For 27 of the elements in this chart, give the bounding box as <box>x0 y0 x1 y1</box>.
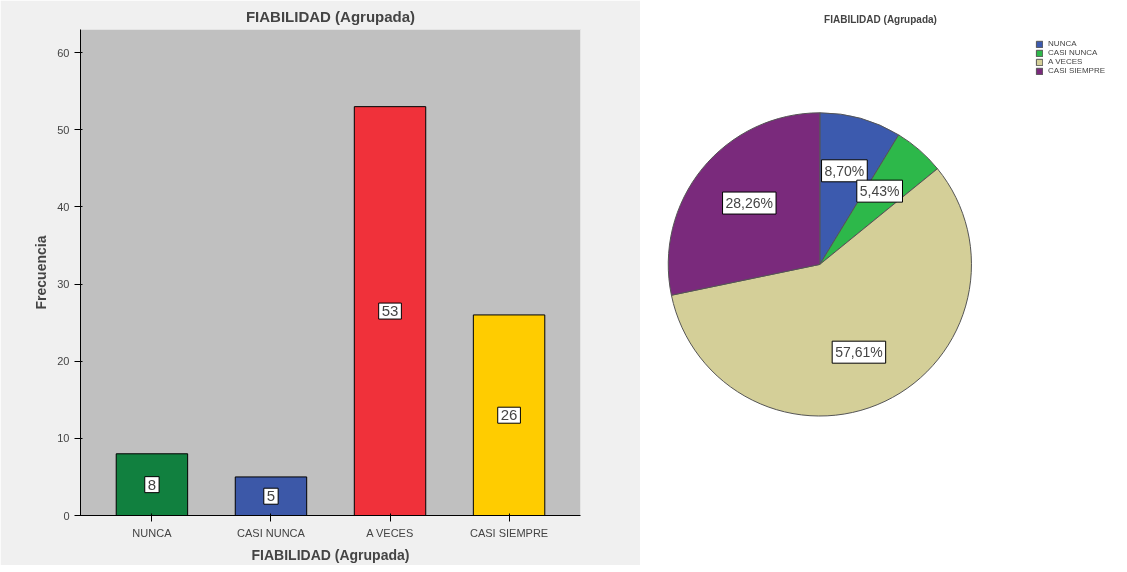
data-label: 53 <box>381 302 399 320</box>
data-label: 8 <box>147 475 157 493</box>
data-label: 28,26% <box>725 195 774 212</box>
legend-label: CASI SIEMPRE <box>1048 66 1105 75</box>
legend-label: NUNCA <box>1048 39 1077 48</box>
y-tick-label: 40 <box>57 200 70 213</box>
data-label: 5,43% <box>859 183 900 200</box>
y-tick-label: 0 <box>63 509 70 522</box>
y-tick-label: 10 <box>57 432 70 445</box>
y-tick-label: 50 <box>57 123 70 136</box>
y-tick-label: 20 <box>57 355 70 368</box>
data-label: 26 <box>500 406 518 424</box>
legend-label: CASI NUNCA <box>1048 48 1098 57</box>
y-tick-label: 30 <box>57 278 70 291</box>
legend-label: A VECES <box>1048 57 1083 66</box>
x-tick-label: CASI SIEMPRE <box>469 526 549 539</box>
x-tick-label: CASI NUNCA <box>237 526 306 539</box>
y-tick-label: 60 <box>57 46 70 59</box>
x-axis-title: FIABILIDAD (Agrupada) <box>251 546 410 563</box>
data-label: 8,70% <box>824 162 865 179</box>
data-label: 57,61% <box>835 344 883 361</box>
chart-title: FIABILIDAD (Agrupada) <box>824 13 937 25</box>
x-tick-label: A VECES <box>366 526 414 539</box>
x-tick-label: NUNCA <box>132 526 173 539</box>
chart-title: FIABILIDAD (Agrupada) <box>245 7 416 25</box>
data-label: 5 <box>266 487 276 505</box>
y-axis-title: Frecuencia <box>33 235 50 310</box>
